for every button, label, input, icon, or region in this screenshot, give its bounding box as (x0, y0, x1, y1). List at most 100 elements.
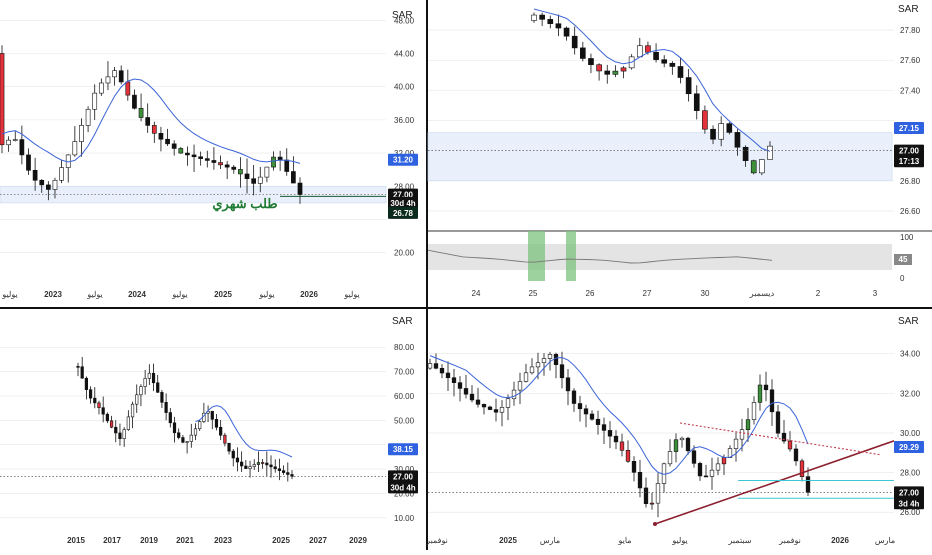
x-tick-label: مارس (875, 536, 895, 545)
candle (679, 436, 685, 448)
candle (571, 26, 578, 55)
candle-body (469, 393, 475, 401)
candle (661, 55, 668, 68)
candle-body (750, 160, 757, 174)
candle (523, 363, 529, 383)
candle (637, 459, 643, 498)
candle (742, 145, 749, 167)
candle (439, 364, 445, 379)
candle (702, 105, 708, 134)
candle-body (211, 160, 217, 163)
price-label-bg (894, 144, 924, 157)
candle-body (541, 358, 547, 364)
trend-anchor (653, 522, 657, 527)
price-label: 29.29 (899, 443, 920, 452)
candle-body (535, 362, 541, 368)
candle-body (248, 466, 252, 469)
y-tick-label: 20.00 (394, 489, 415, 498)
candle (517, 372, 523, 405)
candle (750, 159, 757, 175)
candle (248, 460, 252, 478)
candle (269, 455, 273, 478)
x-tick-label: 25 (529, 289, 538, 298)
candle (529, 358, 535, 375)
x-tick-label: 2025 (499, 536, 517, 545)
candle (653, 43, 659, 63)
candle-body (571, 390, 577, 404)
candle-body (604, 70, 611, 75)
candle-body (76, 366, 80, 368)
price-label: 3d 4h (899, 499, 920, 508)
candle-body (559, 364, 565, 379)
candle-body (571, 35, 578, 49)
y-tick-label: 27.60 (900, 56, 921, 65)
pane-weekly[interactable]: SAR 26.00 28.00 30.00 32.00 34.00 نوفمبر 2025 ما… (425, 316, 924, 545)
candle (541, 353, 547, 376)
candle (112, 66, 117, 86)
candle (565, 368, 571, 406)
candle (703, 464, 709, 478)
candle-body (177, 432, 181, 438)
pane-monthly[interactable]: SAR 20.00 28.00 32.00 36.00 40.00 44.00 48.00 يو… (0, 10, 418, 299)
candle-body (637, 472, 643, 489)
candle-body (238, 169, 243, 175)
candle (589, 410, 595, 421)
candle-body (636, 45, 643, 58)
candle (235, 447, 240, 472)
candle-body (517, 381, 523, 391)
candle (577, 395, 583, 422)
candle-body (702, 110, 708, 130)
y-tick-label: 10.00 (394, 514, 415, 523)
candle (805, 467, 811, 497)
candle (596, 63, 602, 81)
candle-body (84, 377, 88, 390)
candle-body (625, 450, 631, 462)
candle-body (499, 407, 505, 413)
candle-body (224, 164, 230, 168)
candle (661, 462, 667, 493)
candle (463, 374, 469, 399)
candle-body (463, 388, 469, 395)
price-label: 30d 4h (390, 483, 415, 492)
y-tick-label: 48.00 (394, 16, 415, 25)
currency-label: SAR (392, 316, 413, 327)
candle (147, 364, 151, 386)
y-tick-label: 50.00 (394, 416, 415, 425)
candle (539, 12, 545, 27)
candle-body (204, 158, 210, 161)
x-tick-label: ديسمبر (749, 289, 775, 298)
candle-body (677, 66, 684, 78)
candle-body (679, 437, 685, 441)
candle (726, 122, 733, 135)
candle-body (130, 403, 135, 418)
candle (46, 181, 51, 201)
candle (178, 147, 184, 154)
candle-body (751, 402, 757, 420)
x-tick-label: 2024 (128, 290, 146, 299)
candle (733, 432, 739, 462)
candle (685, 436, 691, 455)
price-label: 30d 4h (390, 199, 415, 208)
pane-yearly[interactable]: SAR 10.00 20.00 30.00 50.00 60.00 70.00 80.00 20… (0, 316, 418, 545)
candle (79, 118, 84, 157)
candle-body (265, 462, 269, 466)
candle-body (481, 404, 487, 408)
candle (181, 434, 185, 444)
candle-body (19, 139, 25, 156)
candle-body (218, 162, 223, 166)
candle (109, 415, 114, 429)
candle (531, 12, 537, 23)
candle-body (487, 406, 493, 410)
candle-body (256, 462, 261, 465)
candle-body (12, 139, 18, 141)
candle-body (759, 159, 765, 174)
candle-body (505, 398, 511, 408)
candle-body (607, 430, 613, 437)
candle (193, 423, 198, 441)
candle-body (264, 166, 270, 178)
candle (457, 376, 463, 402)
candle-body (191, 154, 197, 158)
